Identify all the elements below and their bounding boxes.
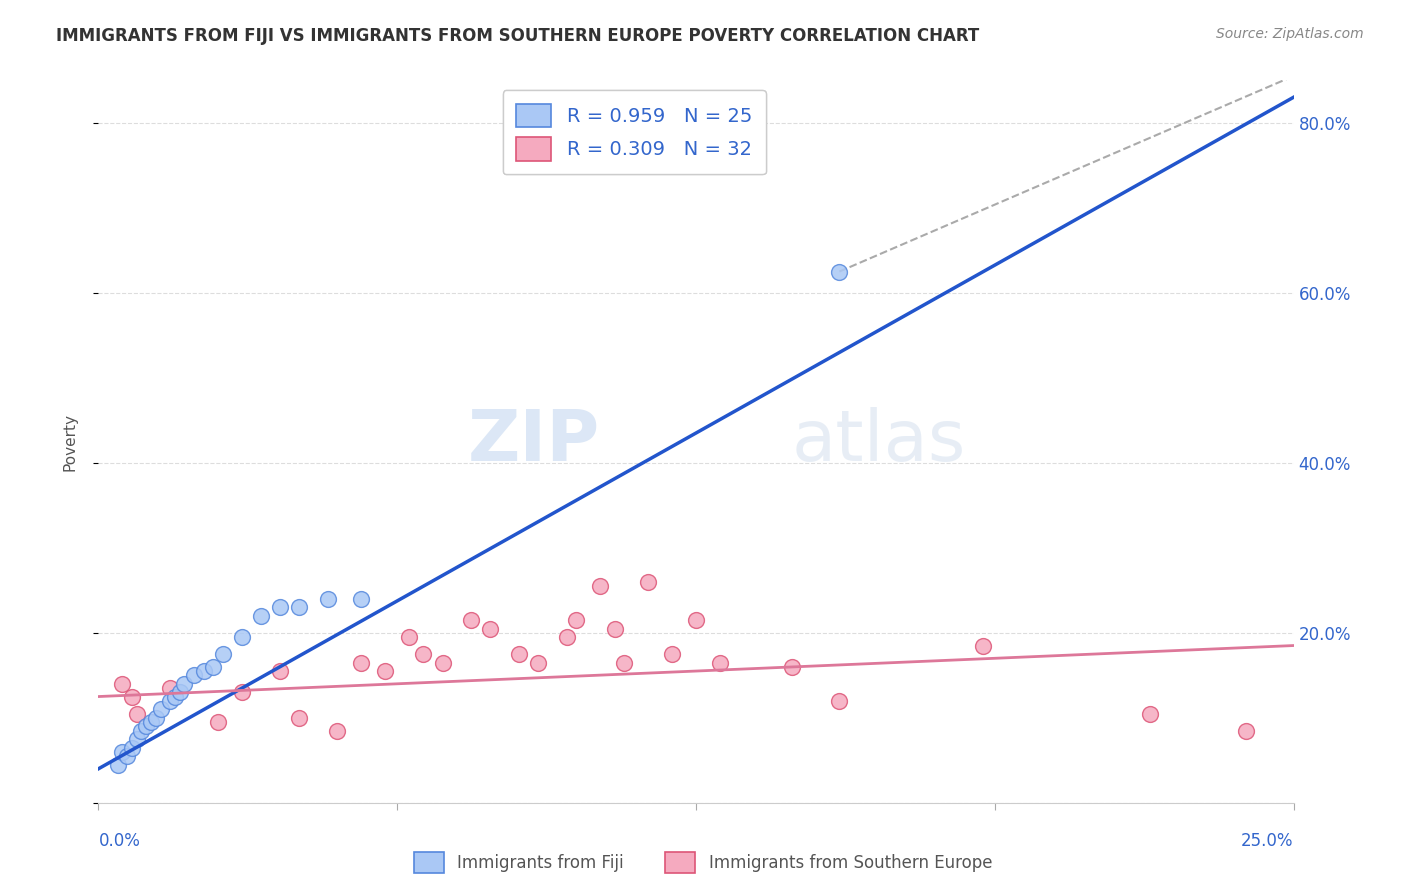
Point <box>202 660 225 674</box>
Point <box>269 600 291 615</box>
Point <box>780 660 803 674</box>
Point <box>828 694 851 708</box>
Point <box>637 574 659 589</box>
Y-axis label: Poverty: Poverty <box>63 412 77 471</box>
Point <box>972 639 994 653</box>
Point <box>121 740 143 755</box>
Point <box>350 591 373 606</box>
Point <box>412 647 434 661</box>
Point <box>125 732 148 747</box>
Point <box>169 685 191 699</box>
Point <box>231 630 253 644</box>
Text: IMMIGRANTS FROM FIJI VS IMMIGRANTS FROM SOUTHERN EUROPE POVERTY CORRELATION CHAR: IMMIGRANTS FROM FIJI VS IMMIGRANTS FROM … <box>56 27 980 45</box>
Point <box>661 647 683 661</box>
Point <box>508 647 530 661</box>
Point <box>565 613 588 627</box>
Point <box>1234 723 1257 738</box>
Point <box>527 656 550 670</box>
Point <box>159 681 181 695</box>
Point <box>131 723 153 738</box>
Text: Source: ZipAtlas.com: Source: ZipAtlas.com <box>1216 27 1364 41</box>
Point <box>159 694 181 708</box>
Point <box>269 664 291 678</box>
Point <box>149 702 172 716</box>
Text: 0.0%: 0.0% <box>98 831 141 850</box>
Point <box>193 664 215 678</box>
Point <box>460 613 482 627</box>
Text: atlas: atlas <box>792 407 966 476</box>
Point <box>326 723 349 738</box>
Point <box>121 690 143 704</box>
Point <box>398 630 420 644</box>
Point <box>316 591 339 606</box>
Legend: R = 0.959   N = 25, R = 0.309   N = 32: R = 0.959 N = 25, R = 0.309 N = 32 <box>502 90 766 175</box>
Point <box>603 622 626 636</box>
Point <box>207 714 229 729</box>
Point <box>125 706 148 721</box>
Point <box>183 668 205 682</box>
Point <box>288 711 311 725</box>
Point <box>479 622 502 636</box>
Legend: Immigrants from Fiji, Immigrants from Southern Europe: Immigrants from Fiji, Immigrants from So… <box>408 846 998 880</box>
Text: 25.0%: 25.0% <box>1241 831 1294 850</box>
Point <box>350 656 373 670</box>
Point <box>135 719 157 733</box>
Point <box>115 749 138 764</box>
Point <box>288 600 311 615</box>
Point <box>613 656 636 670</box>
Point <box>163 690 186 704</box>
Point <box>709 656 731 670</box>
Point <box>1139 706 1161 721</box>
Point <box>211 647 233 661</box>
Text: ZIP: ZIP <box>468 407 600 476</box>
Point <box>145 711 167 725</box>
Point <box>107 757 129 772</box>
Point <box>173 677 195 691</box>
Point <box>374 664 396 678</box>
Point <box>250 608 273 623</box>
Point <box>432 656 454 670</box>
Point <box>589 579 612 593</box>
Point <box>685 613 707 627</box>
Point <box>111 745 134 759</box>
Point <box>231 685 253 699</box>
Point <box>555 630 578 644</box>
Point <box>139 714 162 729</box>
Point <box>828 264 851 278</box>
Point <box>111 677 134 691</box>
